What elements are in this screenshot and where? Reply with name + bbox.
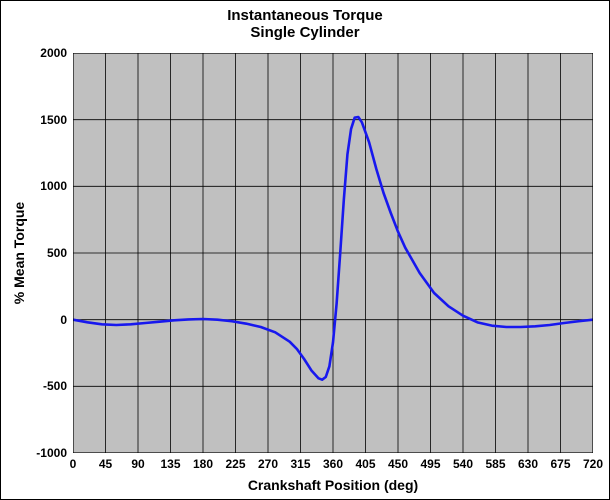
x-tick-label: 495 (413, 457, 449, 471)
x-tick-label: 45 (88, 457, 124, 471)
chart-frame: Instantaneous Torque Single Cylinder % M… (0, 0, 610, 500)
chart-title-line1: Instantaneous Torque (227, 7, 383, 24)
x-tick-label: 675 (543, 457, 579, 471)
x-tick-label: 180 (185, 457, 221, 471)
x-axis-label: Crankshaft Position (deg) (73, 477, 593, 493)
x-tick-label: 90 (120, 457, 156, 471)
x-tick-label: 360 (315, 457, 351, 471)
x-tick-label: 630 (510, 457, 546, 471)
plot-svg (73, 53, 593, 453)
y-tick-label: 1000 (7, 179, 67, 193)
y-tick-label: 0 (7, 313, 67, 327)
x-tick-label: 135 (153, 457, 189, 471)
y-tick-label: 500 (7, 246, 67, 260)
x-tick-label: 585 (478, 457, 514, 471)
chart-title-line2: Single Cylinder (250, 24, 359, 41)
x-tick-label: 540 (445, 457, 481, 471)
plot-area-wrap (73, 53, 593, 453)
x-tick-label: 0 (55, 457, 91, 471)
x-tick-label: 720 (575, 457, 610, 471)
y-tick-label: 1500 (7, 113, 67, 127)
y-tick-label: 2000 (7, 46, 67, 60)
chart-title: Instantaneous Torque Single Cylinder (1, 7, 609, 42)
x-tick-label: 450 (380, 457, 416, 471)
x-tick-label: 270 (250, 457, 286, 471)
y-tick-label: -500 (7, 379, 67, 393)
x-tick-label: 225 (218, 457, 254, 471)
x-tick-label: 405 (348, 457, 384, 471)
x-tick-label: 315 (283, 457, 319, 471)
